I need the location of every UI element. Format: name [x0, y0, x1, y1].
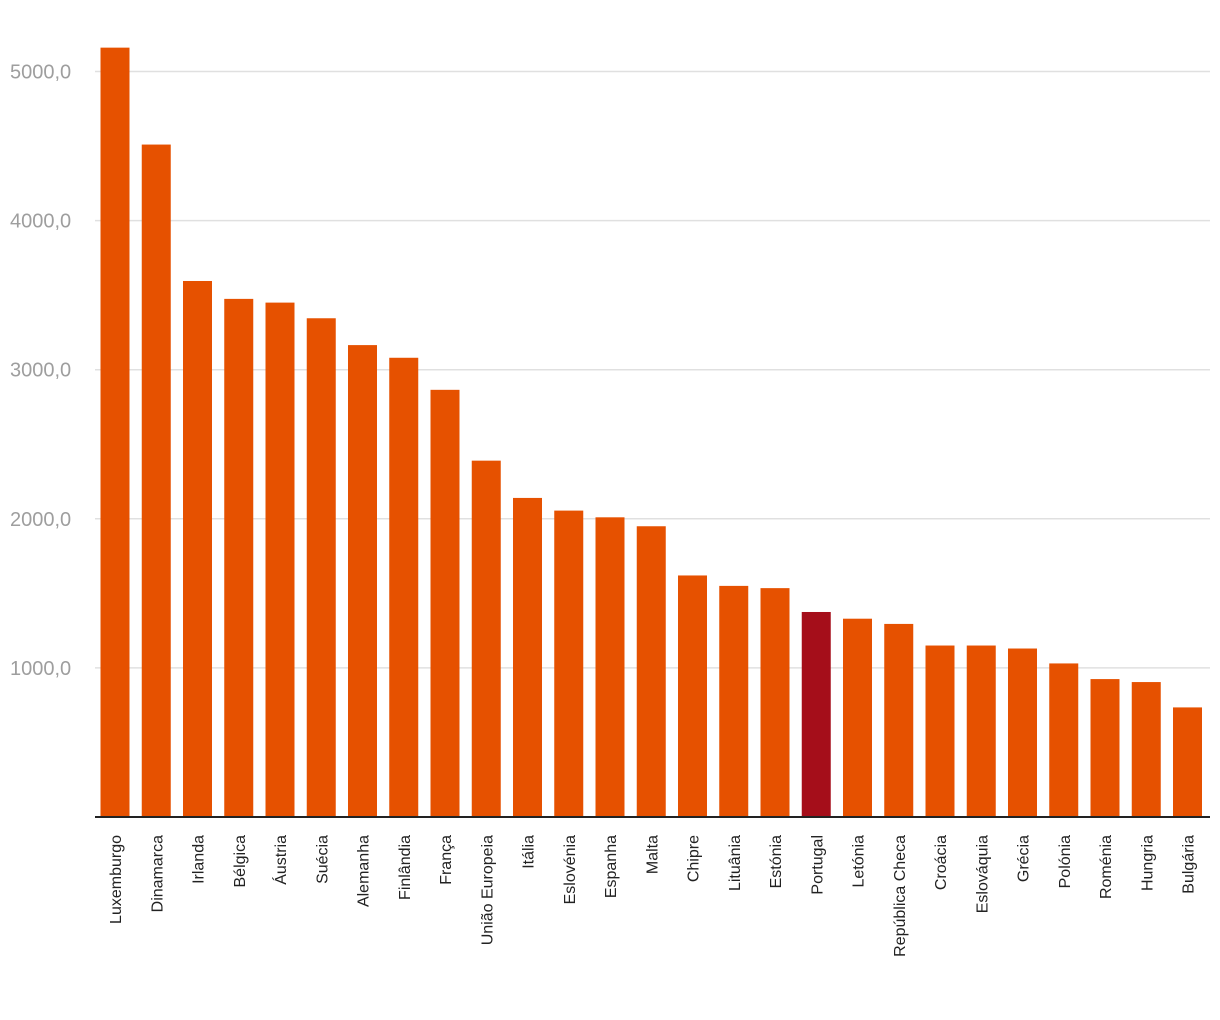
y-axis-tick-labels: 1000,0 2000,0 3000,0 4000,0 5000,0: [10, 62, 71, 680]
x-tick-label: Luxemburgo: [108, 835, 125, 924]
bar: [966, 645, 996, 817]
bar: [1008, 648, 1037, 817]
bar: [1173, 707, 1202, 817]
bar: [801, 611, 831, 817]
x-tick-label: Grécia: [1016, 835, 1033, 882]
bar: [678, 575, 707, 817]
bar: [224, 298, 254, 817]
x-tick-label: República Checa: [892, 835, 909, 957]
x-tick-label: Finlândia: [397, 835, 414, 900]
y-tick-label: 4000,0: [10, 211, 71, 233]
bar: [348, 345, 377, 817]
x-tick-label: Irlanda: [191, 835, 208, 884]
x-tick-label: Croácia: [933, 835, 950, 890]
x-tick-label: Eslovénia: [562, 835, 579, 904]
bar: [265, 302, 295, 817]
x-tick-label: Chipre: [686, 835, 703, 882]
bar: [595, 517, 625, 817]
x-tick-label: Áustria: [271, 835, 290, 885]
bar: [1131, 682, 1161, 817]
x-tick-label: Lituânia: [727, 835, 744, 891]
bar: [1090, 679, 1120, 817]
bar: [843, 618, 872, 817]
bar: [636, 526, 666, 817]
bar: [719, 585, 749, 817]
x-tick-label: Itália: [521, 835, 538, 869]
bar: [471, 460, 501, 817]
x-tick-label: Eslováquia: [974, 835, 991, 913]
bar: [183, 280, 212, 817]
bar: [884, 623, 914, 817]
x-tick-label: Portugal: [809, 835, 826, 895]
bar: [760, 588, 790, 817]
x-tick-label: Alemanha: [356, 835, 373, 907]
bar: [925, 645, 955, 817]
bar: [141, 144, 171, 817]
bar: [430, 389, 460, 817]
x-tick-label: Bélgica: [232, 835, 249, 888]
x-tick-label: Polónia: [1057, 835, 1074, 888]
y-tick-label: 1000,0: [10, 658, 71, 680]
bar: [513, 497, 542, 817]
bar: [1049, 663, 1079, 817]
x-tick-label: Espanha: [603, 835, 620, 898]
x-tick-label: Dinamarca: [149, 835, 166, 912]
x-tick-label: Roménia: [1098, 835, 1115, 899]
y-tick-label: 5000,0: [10, 62, 71, 84]
x-tick-label: União Europeia: [479, 835, 496, 945]
bars: [100, 47, 1202, 817]
x-tick-label: Malta: [644, 835, 661, 874]
x-tick-label: Hungria: [1139, 835, 1156, 891]
x-tick-label: Suécia: [314, 835, 331, 884]
bar: [554, 510, 584, 817]
y-tick-label: 2000,0: [10, 509, 71, 531]
bar: [100, 47, 130, 817]
x-tick-label: Bulgária: [1181, 835, 1198, 894]
x-axis-tick-labels: Luxemburgo Dinamarca Irlanda Bélgica Áustria…: [108, 835, 1198, 957]
y-tick-label: 3000,0: [10, 360, 71, 382]
bar: [389, 357, 419, 817]
x-tick-label: Letónia: [851, 835, 868, 888]
x-tick-label: Estónia: [768, 835, 785, 888]
bar: [306, 318, 336, 817]
x-tick-label: França: [438, 835, 455, 885]
